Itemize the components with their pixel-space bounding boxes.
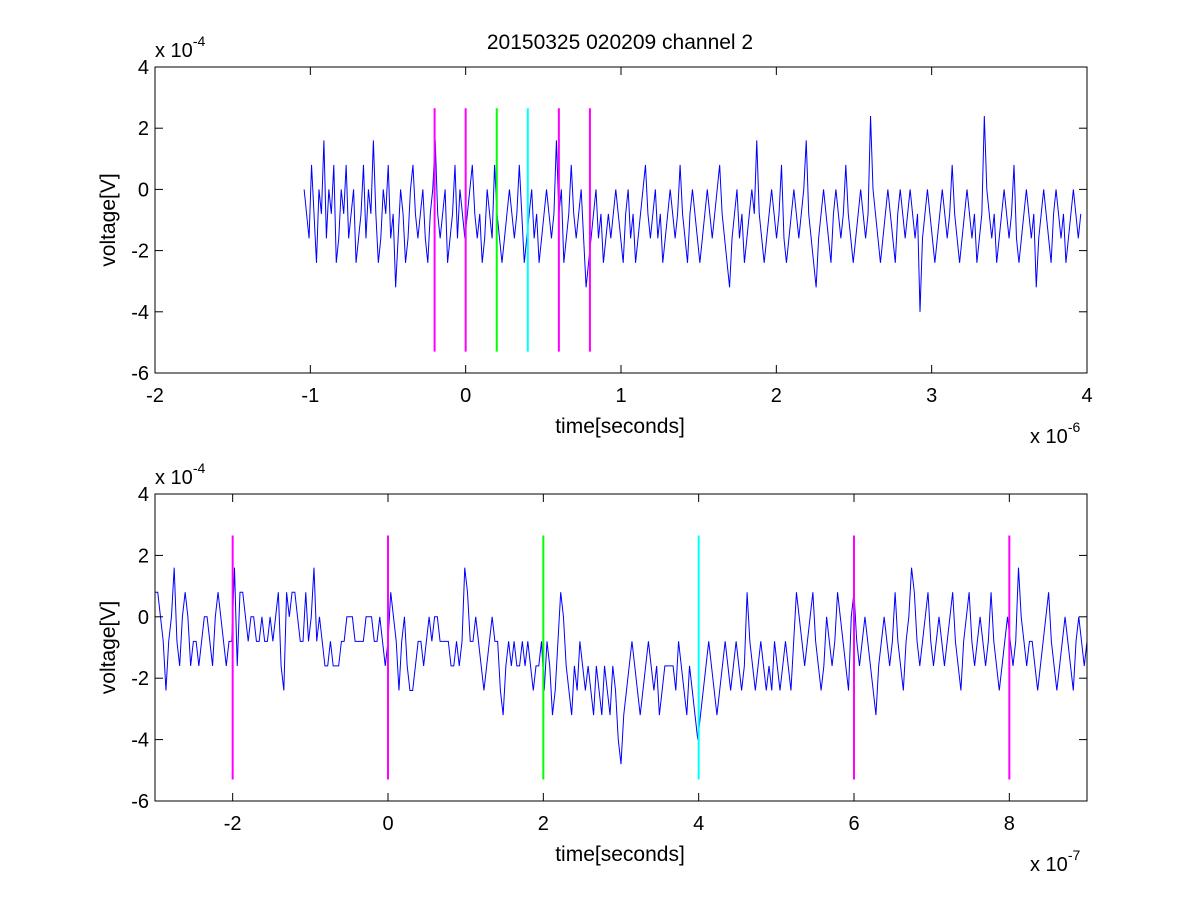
x-tick-label: 6 [848,813,859,835]
x-tick-label: -2 [224,813,242,835]
x-axis-label: time[seconds] [555,415,685,438]
y-tick-label: 4 [138,57,149,79]
x-tick-label: -2 [146,385,164,407]
x-tick-label: 4 [693,813,704,835]
x-axis-label: time[seconds] [555,843,685,866]
y-exponent-base: x 10 [155,467,193,489]
x-exponent-power: -6 [1068,419,1081,435]
x-exponent-power: -7 [1068,847,1081,863]
y-axis-label: voltage[V] [97,601,120,694]
x-tick-label: 2 [538,813,549,835]
x-tick-label: 3 [926,385,937,407]
y-exponent-base: x 10 [155,40,193,62]
x-tick-label: 1 [615,385,626,407]
y-exponent-power: -4 [193,460,206,476]
y-tick-label: 2 [138,118,149,140]
y-tick-label: -6 [131,791,149,813]
x-tick-label: 0 [382,813,393,835]
y-tick-label: -2 [131,241,149,263]
signal-line [303,115,1082,312]
y-tick-label: -4 [131,730,149,752]
top-subplot: -2 -1 0 1 2 3 4-6-4-2024time[seconds]voltage[V… [97,33,1093,448]
y-tick-label: -2 [131,668,149,690]
x-tick-label: 8 [1004,813,1015,835]
y-tick-label: 2 [138,545,149,567]
y-exponent-power: -4 [193,33,206,49]
signal-line [155,567,1088,765]
x-exponent-label: x 10-6 [1030,419,1080,448]
y-tick-label: 0 [138,179,149,201]
x-exponent-base: x 10 [1030,426,1068,448]
y-axis-label: voltage[V] [97,173,120,266]
x-tick-label: -1 [301,385,319,407]
x-tick-label: 4 [1081,385,1092,407]
y-exponent-label: x 10-4 [155,460,205,489]
x-tick-label: 0 [460,385,471,407]
y-tick-label: -4 [131,302,149,324]
y-exponent-label: x 10-4 [155,33,205,62]
y-tick-label: 0 [138,607,149,629]
axes-box [154,493,1088,802]
x-tick-label: 2 [771,385,782,407]
x-exponent-base: x 10 [1030,854,1068,876]
bottom-subplot: -2 0 2 4 6 8 -6 -4 -2 0 2 4 time[seconds] voltage[V] x… [97,460,1088,876]
y-tick-label: 4 [138,484,149,506]
x-exponent-label: x 10-7 [1030,847,1080,876]
figure-title: 20150325 020209 channel 2 [487,31,753,54]
y-tick-label: -6 [131,363,149,385]
